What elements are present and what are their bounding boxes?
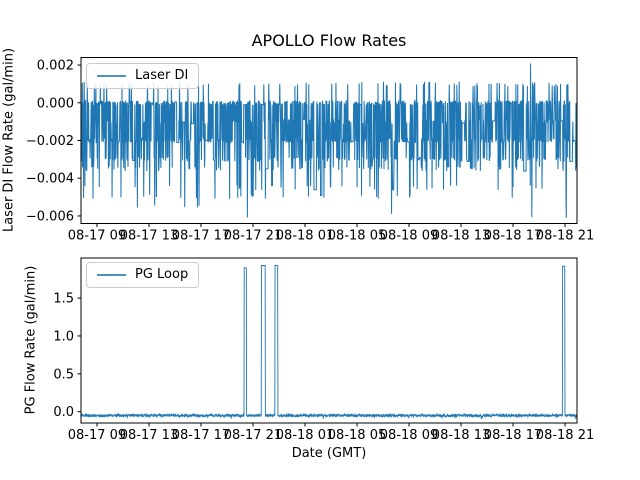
x-axis-label: Date (GMT) [291, 446, 367, 461]
y-tick-label: 0.0 [53, 405, 74, 420]
x-tick-label: 08-18 09 [380, 229, 438, 244]
x-tick-label: 08-17 17 [172, 229, 230, 244]
legend-label: PG Loop [135, 267, 189, 282]
y-axis-label-laser-di: Laser DI Flow Rate (gal/min) [1, 47, 17, 233]
x-tick-label: 08-18 13 [432, 229, 490, 244]
y-axis-label-pg: PG Flow Rate (gal/min) [23, 265, 39, 415]
legend-pg-loop: PG Loop [86, 262, 200, 288]
x-tick-label: 08-18 13 [432, 428, 490, 443]
x-tick-label: 08-18 17 [484, 428, 542, 443]
legend-label: Laser DI [135, 68, 189, 83]
x-tick-label: 08-17 21 [224, 428, 282, 443]
legend-line-sample [97, 274, 126, 276]
series-pg-loop [80, 265, 578, 420]
x-tick-label: 08-18 01 [276, 428, 334, 443]
x-tick-label: 08-17 17 [172, 428, 230, 443]
x-tick-label: 08-18 01 [276, 229, 334, 244]
x-tick-label: 08-17 13 [120, 229, 178, 244]
y-tick-label: −0.006 [26, 209, 74, 224]
axes-frame [80, 257, 578, 424]
x-tick-label: 08-17 09 [68, 428, 126, 443]
legend-laser-di: Laser DI [86, 63, 200, 89]
y-tick-label: −0.004 [26, 172, 74, 187]
y-tick-label: 0.002 [37, 59, 74, 74]
x-tick-label: 08-18 17 [484, 229, 542, 244]
series-laser-di [80, 63, 578, 218]
y-tick-label: 0.5 [53, 367, 74, 382]
y-tick-label: 1.5 [53, 292, 74, 307]
x-tick-label: 08-17 13 [120, 428, 178, 443]
x-tick-label: 08-18 09 [380, 428, 438, 443]
x-tick-label: 08-17 21 [224, 229, 282, 244]
x-tick-label: 08-18 21 [536, 428, 594, 443]
y-tick-label: 1.0 [53, 329, 74, 344]
x-tick-label: 08-18 21 [536, 229, 594, 244]
x-tick-label: 08-17 09 [68, 229, 126, 244]
chart-title: APOLLO Flow Rates [251, 31, 407, 50]
x-tick-label: 08-18 05 [328, 428, 386, 443]
y-tick-label: −0.002 [26, 134, 74, 149]
legend-line-sample [97, 75, 126, 77]
y-tick-label: 0.000 [37, 96, 74, 111]
x-tick-label: 08-18 05 [328, 229, 386, 244]
